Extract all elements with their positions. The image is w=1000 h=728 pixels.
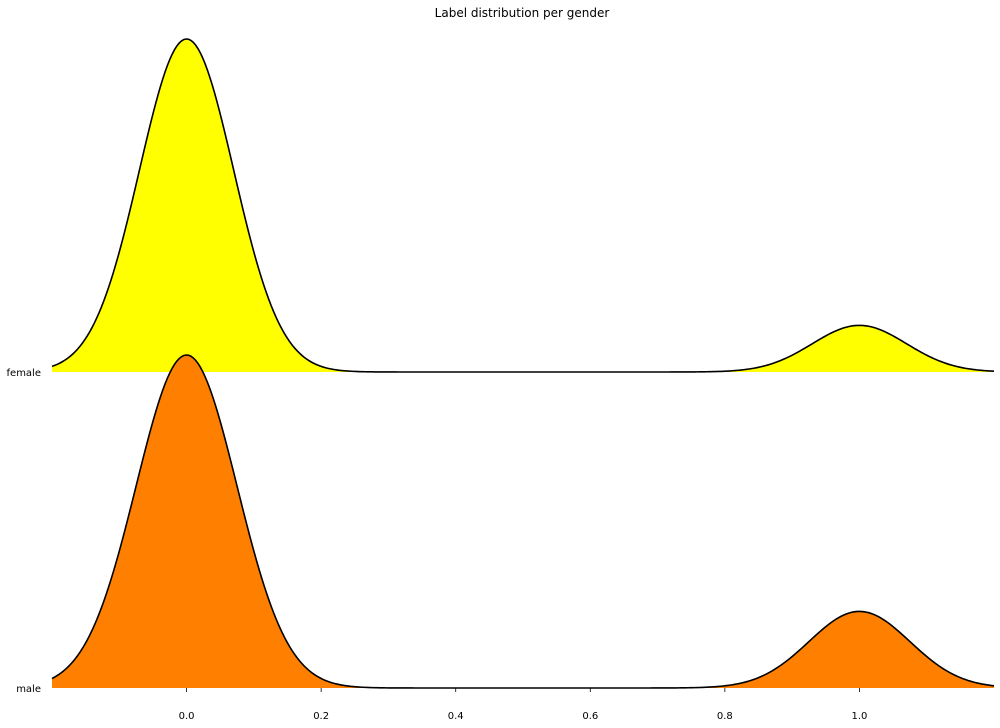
x-tick-label: 0.8 [717,711,733,722]
x-tick-label: 0.0 [179,711,195,722]
x-tick-label: 1.0 [851,711,867,722]
x-tick-label: 0.4 [448,711,464,722]
x-axis: 0.0 0.2 0.4 0.6 0.8 1.0 [179,688,867,722]
ridge-area-male [52,355,994,688]
row-label-female: female [7,368,41,379]
chart-title: Label distribution per gender [435,6,610,20]
ridge-line-male [51,354,995,689]
ridges: female male [7,38,995,695]
ridge-female: female [7,38,995,379]
ridge-area-female [52,39,994,372]
ridge-male: male [16,354,995,695]
x-tick-label: 0.6 [582,711,598,722]
ridge-line-female [51,38,995,373]
row-label-male: male [16,684,41,695]
x-tick-label: 0.2 [313,711,329,722]
